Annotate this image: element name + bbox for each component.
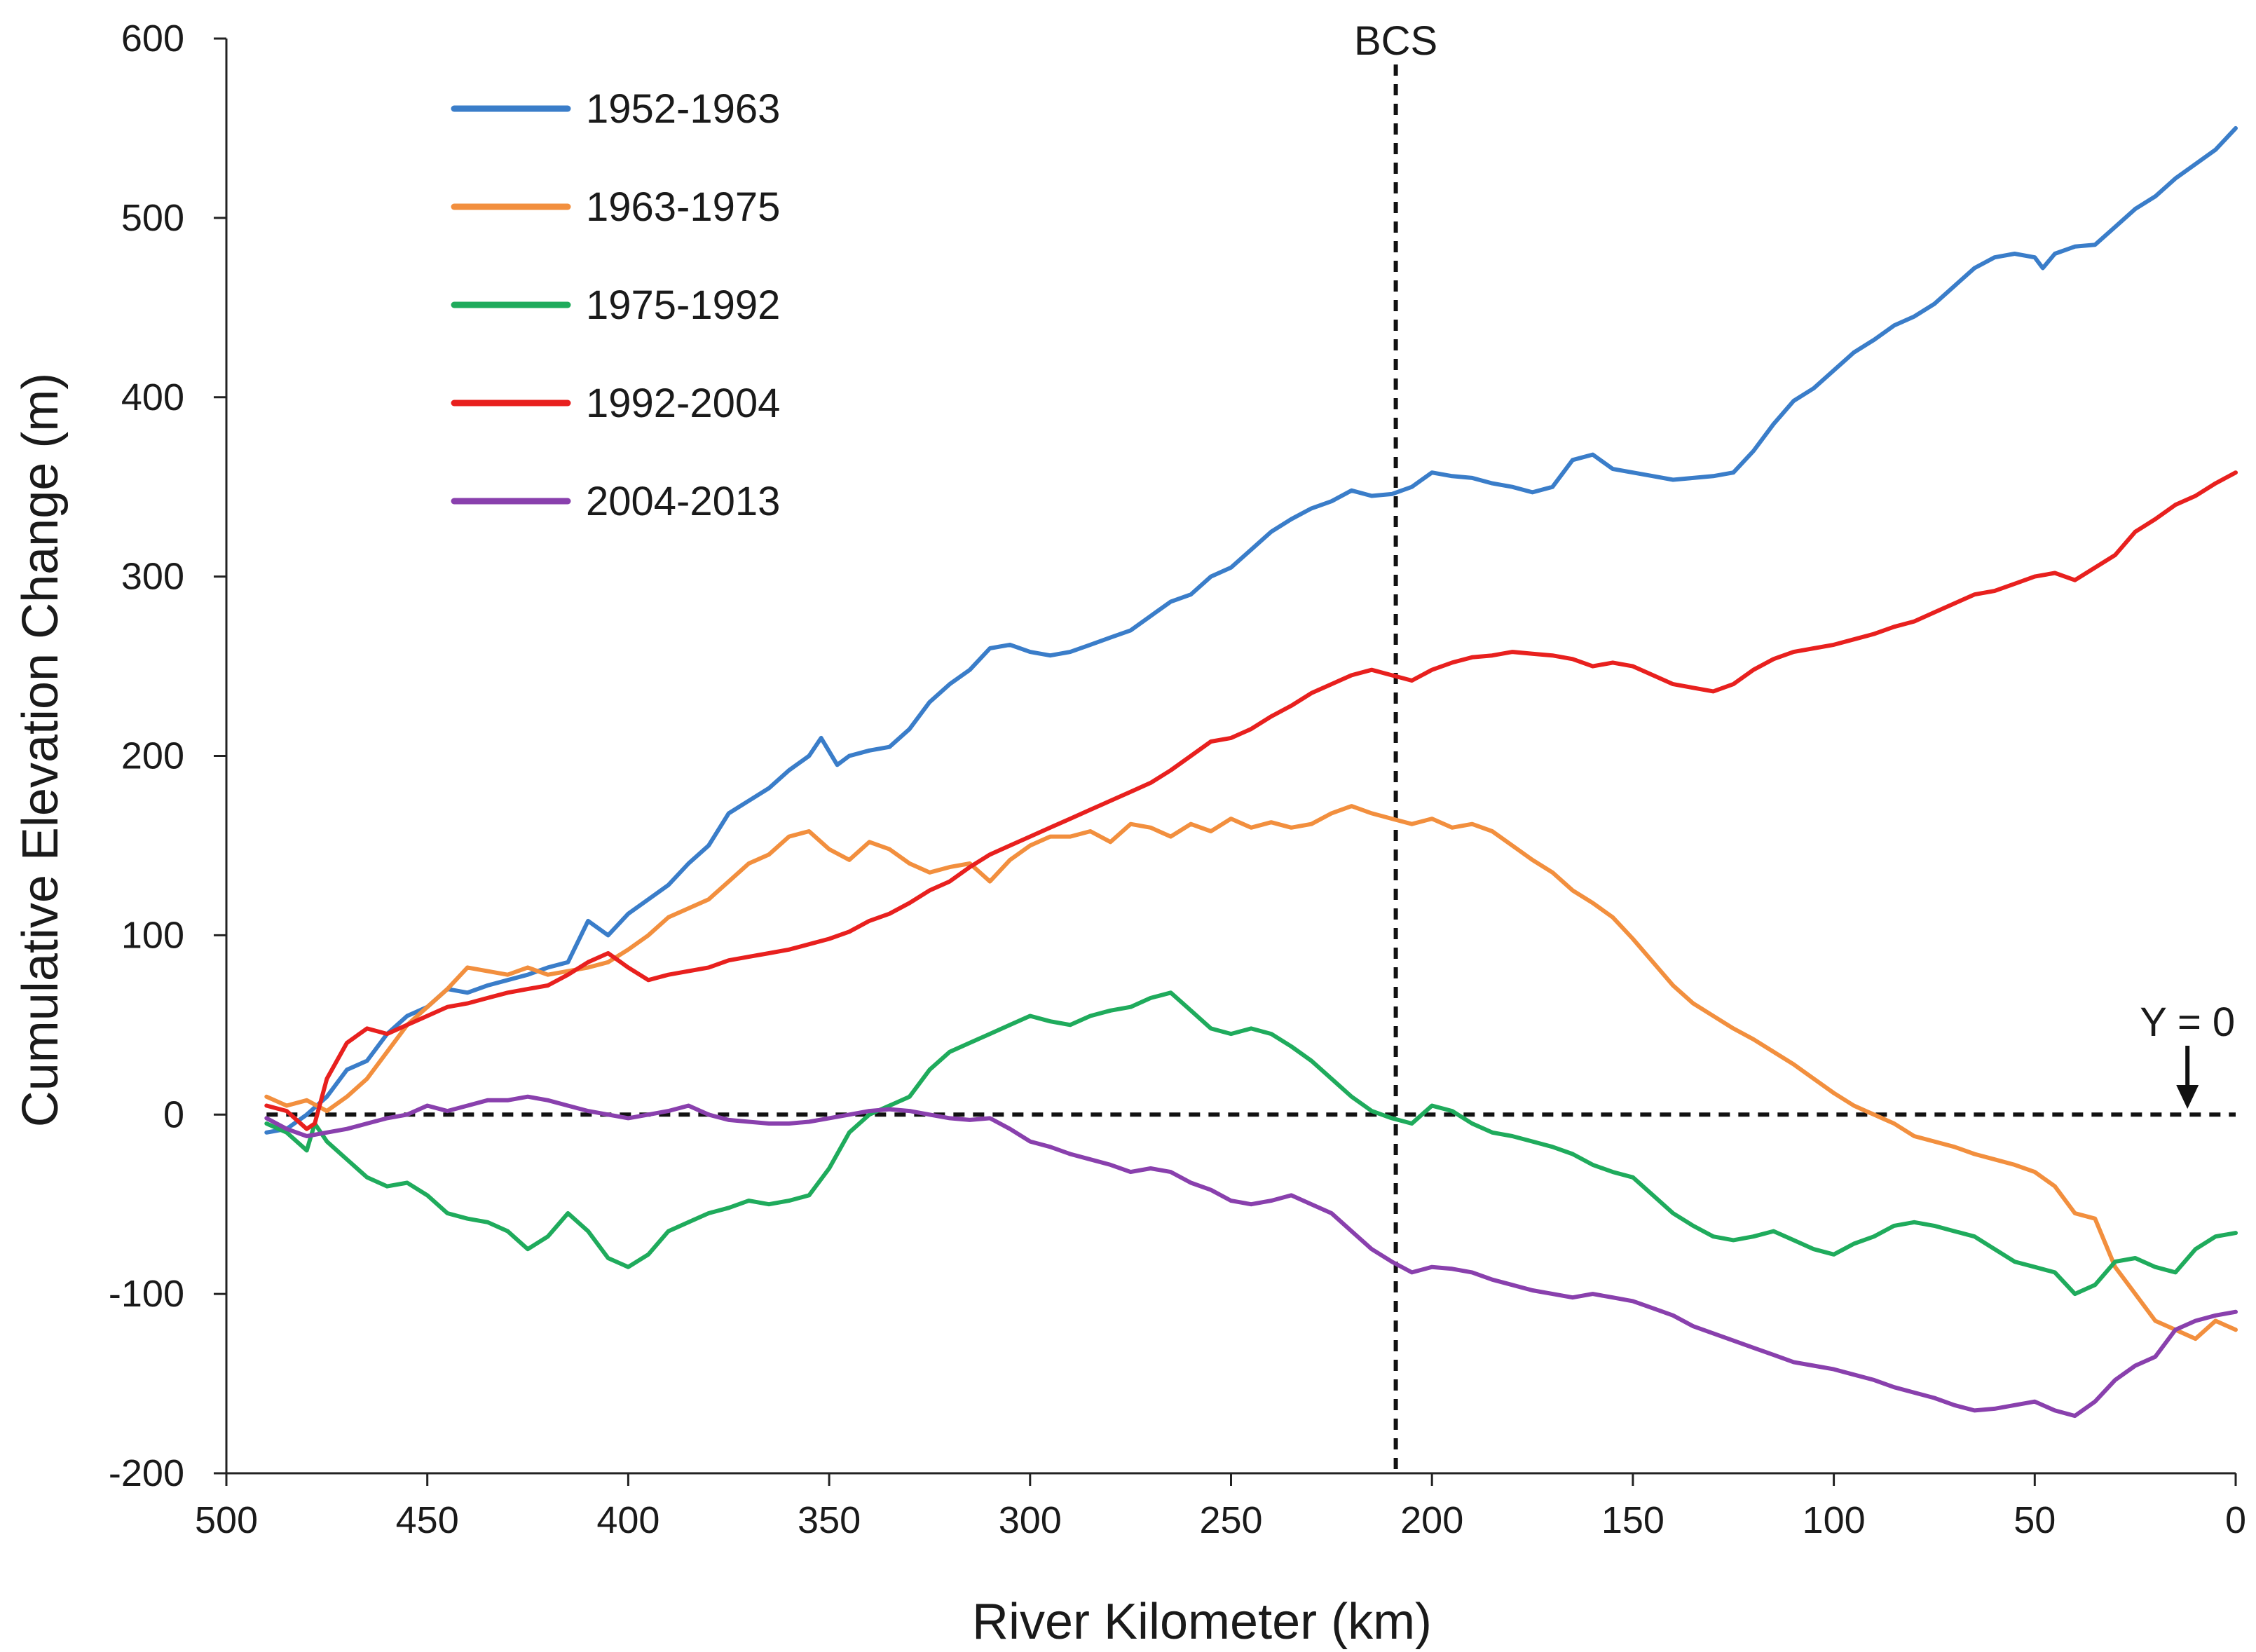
y-axis-ticks: -200 -100 0 100 200 300 400 500 600 <box>109 18 226 1494</box>
x-tick-label: 150 <box>1601 1499 1664 1541</box>
x-tick-label: 0 <box>2225 1499 2246 1541</box>
y-axis-title: Cumulative Elevation Change (m) <box>13 373 69 1127</box>
x-tick-label: 100 <box>1803 1499 1866 1541</box>
y-tick-label: 500 <box>121 197 184 239</box>
series-line-1952-1963 <box>264 125 2238 1135</box>
bcs-label: BCS <box>1354 18 1437 64</box>
x-tick-label: 350 <box>798 1499 861 1541</box>
x-tick-label: 50 <box>2014 1499 2056 1541</box>
legend-label: 1963-1975 <box>586 184 780 230</box>
arrow-head <box>2176 1085 2199 1109</box>
legend-label: 1952-1963 <box>586 86 780 132</box>
x-tick-label: 250 <box>1199 1499 1262 1541</box>
y-tick-label: -200 <box>109 1452 184 1494</box>
x-axis-ticks: 500 450 400 350 300 250 200 150 100 50 0 <box>195 1473 2246 1541</box>
legend-label: 2004-2013 <box>586 479 780 524</box>
y-tick-label: 300 <box>121 556 184 598</box>
legend: 1952-1963 1963-1975 1975-1992 1992-2004 2004… <box>451 86 780 524</box>
series-line-1963-1975 <box>264 804 2238 1342</box>
x-tick-label: 200 <box>1400 1499 1463 1541</box>
legend-label: 1992-2004 <box>586 381 780 426</box>
series-line-1992-2004 <box>264 470 2238 1131</box>
x-tick-label: 400 <box>596 1499 659 1541</box>
down-arrow-icon <box>2176 1046 2199 1109</box>
x-tick-label: 450 <box>396 1499 459 1541</box>
y-zero-label: Y = 0 <box>2140 999 2235 1045</box>
axes <box>225 39 2236 1475</box>
legend-label: 1975-1992 <box>586 282 780 328</box>
y-tick-label: 400 <box>121 376 184 418</box>
y-tick-label: 600 <box>121 18 184 60</box>
x-axis-title: River Kilometer (km) <box>972 1594 1432 1650</box>
series-lines <box>264 125 2238 1419</box>
series-line-2004-2013 <box>264 1094 2238 1419</box>
y-tick-label: 200 <box>121 735 184 777</box>
reference-lines <box>266 64 2236 1473</box>
y-tick-label: 100 <box>121 914 184 956</box>
y-tick-label: 0 <box>163 1093 184 1135</box>
y-tick-label: -100 <box>109 1273 184 1315</box>
series-line-1975-1992 <box>264 990 2238 1297</box>
x-tick-label: 300 <box>999 1499 1062 1541</box>
x-tick-label: 500 <box>195 1499 258 1541</box>
